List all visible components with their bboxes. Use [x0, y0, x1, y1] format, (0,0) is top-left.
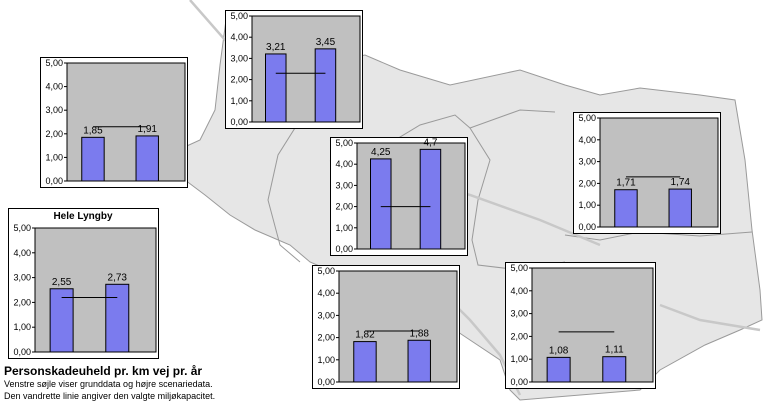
y-tick-label: 3,00 — [317, 310, 335, 320]
y-tick-label: 1,00 — [45, 152, 63, 162]
chart-panel: 0,00 1,00 2,00 3,00 4,00 5,00 4,25 4,7 — [330, 137, 468, 256]
y-tick-label: 5,00 — [230, 11, 248, 21]
y-tick-label: 0,00 — [13, 347, 31, 357]
bar-value-label: 1,88 — [410, 328, 430, 339]
y-tick-label: 0,00 — [510, 377, 528, 387]
y-tick-label: 1,00 — [578, 200, 596, 210]
bar-base-data — [546, 356, 571, 383]
bar-base-data — [614, 189, 638, 228]
bar-value-label: 1,08 — [549, 345, 569, 356]
y-tick-label: 5,00 — [13, 223, 31, 233]
bar-value-label: 1,82 — [355, 330, 375, 341]
y-tick-label: 5,00 — [510, 263, 528, 273]
chart-title: Hele Lyngby — [53, 211, 113, 222]
bar-scenario-data — [105, 283, 130, 353]
chart-panel: 0,00 1,00 2,00 3,00 4,00 5,00 1,71 1,74 — [573, 112, 721, 234]
bar-scenario-data — [314, 48, 337, 123]
y-tick-label: 2,00 — [578, 178, 596, 188]
y-tick-label: 4,00 — [317, 288, 335, 298]
chart-panel: Hele Lyngby 0,00 1,00 2,00 3,00 4,00 5,00 2,55 2… — [8, 208, 159, 359]
bar-scenario-data — [135, 135, 159, 182]
chart-panel: 0,00 1,00 2,00 3,00 4,00 5,00 3,21 3,45 — [225, 10, 363, 129]
chart-panel: 0,00 1,00 2,00 3,00 4,00 5,00 1,08 1,11 — [505, 262, 656, 389]
y-tick-label: 2,00 — [230, 75, 248, 85]
y-tick-label: 1,00 — [13, 322, 31, 332]
y-tick-label: 1,00 — [317, 355, 335, 365]
chart-panel: 0,00 1,00 2,00 3,00 4,00 5,00 1,82 1,88 — [312, 265, 460, 389]
y-tick-label: 1,00 — [510, 354, 528, 364]
bar-scenario-data — [602, 356, 627, 383]
bar-scenario-data — [668, 188, 692, 228]
y-tick-label: 4,00 — [13, 248, 31, 258]
y-tick-label: 2,00 — [335, 202, 353, 212]
bar-value-label: 1,71 — [616, 178, 636, 189]
y-tick-label: 0,00 — [335, 244, 353, 254]
y-tick-label: 2,00 — [45, 129, 63, 139]
bar-value-label: 3,21 — [266, 42, 286, 53]
y-tick-label: 5,00 — [317, 266, 335, 276]
y-tick-label: 3,00 — [45, 105, 63, 115]
y-tick-label: 2,00 — [510, 331, 528, 341]
y-tick-label: 5,00 — [578, 113, 596, 123]
figure-caption-line-1: Venstre søjle viser grunddata og højre s… — [4, 379, 213, 389]
bar-base-data — [81, 136, 105, 182]
y-tick-label: 3,00 — [578, 157, 596, 167]
bar-value-label: 1,91 — [138, 124, 158, 135]
bar-scenario-data — [407, 339, 431, 383]
y-tick-label: 5,00 — [335, 138, 353, 148]
bar-base-data — [265, 53, 287, 123]
y-tick-label: 2,00 — [317, 333, 335, 343]
y-tick-label: 4,00 — [45, 82, 63, 92]
y-tick-label: 4,00 — [578, 135, 596, 145]
district-border — [267, 119, 301, 263]
chart-panel: 0,00 1,00 2,00 3,00 4,00 5,00 1,85 1,91 — [40, 57, 188, 188]
bar-value-label: 1,85 — [83, 125, 103, 136]
y-tick-label: 4,00 — [230, 32, 248, 42]
y-tick-label: 4,00 — [335, 159, 353, 169]
bar-base-data — [370, 158, 392, 250]
y-tick-label: 3,00 — [13, 273, 31, 283]
y-tick-label: 2,00 — [13, 297, 31, 307]
figure-title: Personskadeuheld pr. km vej pr. år — [4, 364, 203, 378]
y-tick-label: 0,00 — [45, 176, 63, 186]
y-tick-label: 4,00 — [510, 286, 528, 296]
bar-value-label: 2,55 — [52, 277, 72, 288]
y-tick-label: 0,00 — [230, 117, 248, 127]
bar-scenario-data — [419, 148, 442, 250]
bar-value-label: 2,73 — [108, 272, 128, 283]
bar-value-label: 1,11 — [605, 345, 624, 356]
y-tick-label: 3,00 — [335, 180, 353, 190]
figure-caption-line-2: Den vandrette linie angiver den valgte m… — [4, 391, 216, 401]
y-tick-label: 0,00 — [317, 377, 335, 387]
road — [659, 303, 761, 332]
y-tick-label: 5,00 — [45, 58, 63, 68]
y-tick-label: 0,00 — [578, 222, 596, 232]
bar-base-data — [49, 288, 74, 353]
y-tick-label: 1,00 — [335, 223, 353, 233]
bar-value-label: 1,74 — [671, 177, 691, 188]
bar-value-label: 4,25 — [371, 147, 391, 158]
bar-value-label: 3,45 — [316, 37, 336, 48]
bar-base-data — [353, 341, 377, 383]
y-tick-label: 3,00 — [230, 53, 248, 63]
bar-value-label: 4,7 — [423, 137, 437, 148]
y-tick-label: 1,00 — [230, 96, 248, 106]
y-tick-label: 3,00 — [510, 309, 528, 319]
